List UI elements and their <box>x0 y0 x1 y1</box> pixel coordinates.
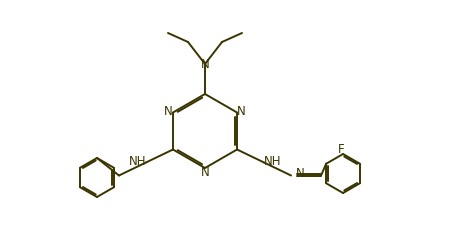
Text: NH: NH <box>264 155 282 168</box>
Text: N: N <box>164 105 173 118</box>
Text: N: N <box>296 167 305 180</box>
Text: N: N <box>237 105 246 118</box>
Text: N: N <box>201 58 209 70</box>
Text: F: F <box>338 142 345 155</box>
Text: NH: NH <box>129 155 146 168</box>
Text: N: N <box>201 166 209 179</box>
